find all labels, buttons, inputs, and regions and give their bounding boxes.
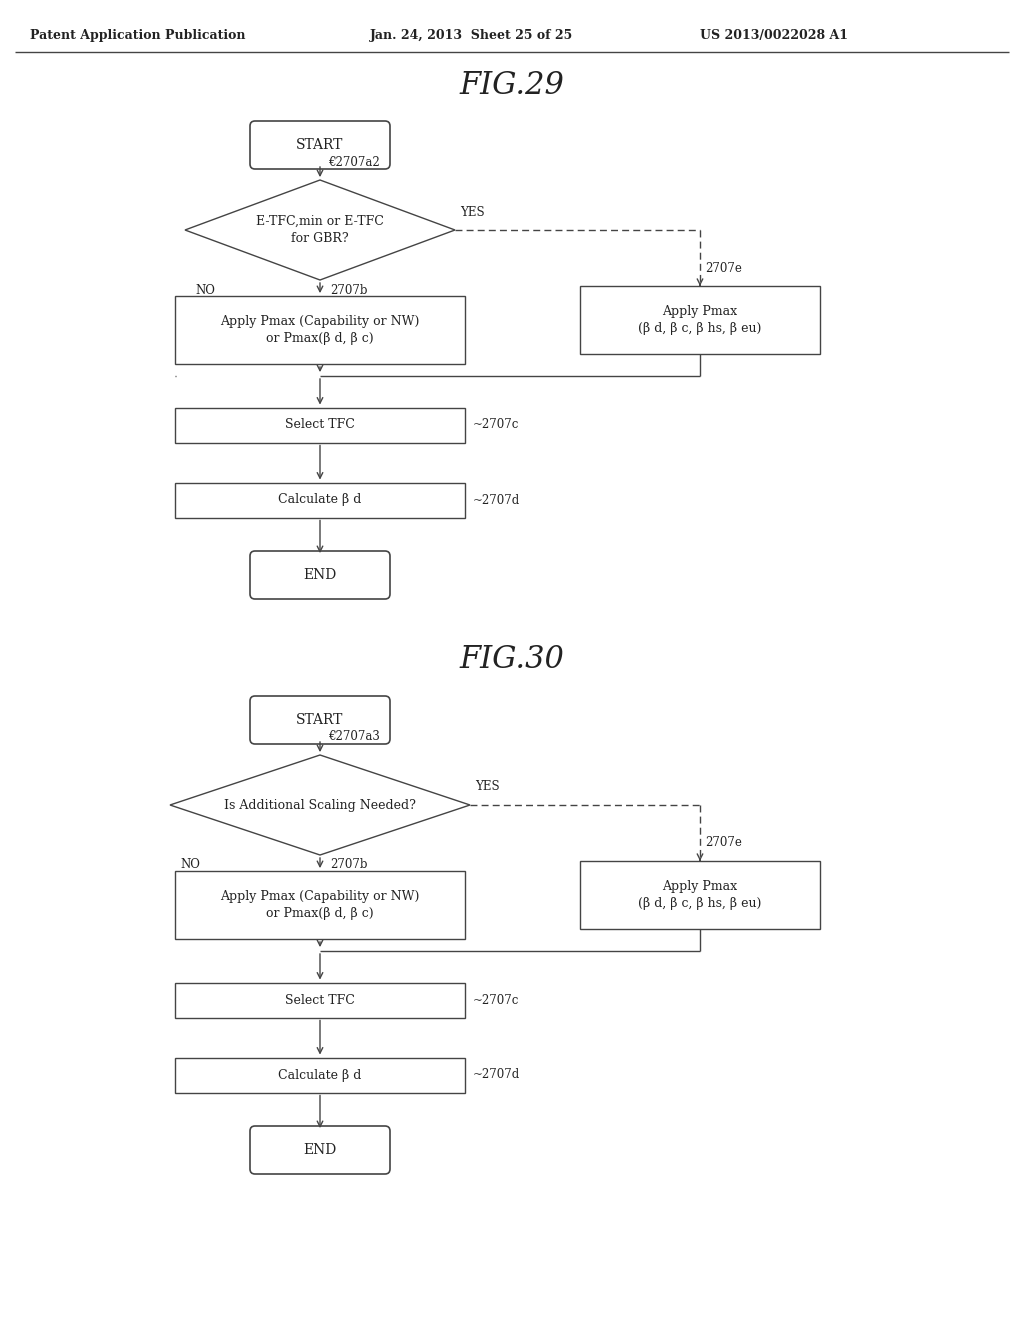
Polygon shape bbox=[185, 180, 455, 280]
Text: NO: NO bbox=[180, 858, 200, 871]
Text: Calculate β d: Calculate β d bbox=[279, 494, 361, 507]
Text: YES: YES bbox=[460, 206, 484, 219]
FancyBboxPatch shape bbox=[250, 1126, 390, 1173]
Text: Jan. 24, 2013  Sheet 25 of 25: Jan. 24, 2013 Sheet 25 of 25 bbox=[370, 29, 573, 41]
Text: Apply Pmax
(β d, β c, β hs, β eu): Apply Pmax (β d, β c, β hs, β eu) bbox=[638, 880, 762, 909]
Text: END: END bbox=[303, 568, 337, 582]
Text: 2707e: 2707e bbox=[705, 261, 741, 275]
Bar bbox=[175, 871, 465, 939]
Text: END: END bbox=[303, 1143, 337, 1158]
Text: NO: NO bbox=[195, 284, 215, 297]
Text: Apply Pmax (Capability or NW)
or Pmax(β d, β c): Apply Pmax (Capability or NW) or Pmax(β … bbox=[220, 890, 420, 920]
Bar bbox=[175, 296, 465, 364]
Text: FIG.29: FIG.29 bbox=[460, 70, 564, 100]
Text: START: START bbox=[296, 139, 344, 152]
Bar bbox=[175, 483, 465, 517]
Text: 2707b: 2707b bbox=[330, 284, 368, 297]
Text: E-TFC,min or E-TFC
for GBR?: E-TFC,min or E-TFC for GBR? bbox=[256, 215, 384, 246]
Text: 2707e: 2707e bbox=[705, 837, 741, 850]
Text: Calculate β d: Calculate β d bbox=[279, 1068, 361, 1081]
Text: ~2707c: ~2707c bbox=[473, 994, 519, 1006]
Text: START: START bbox=[296, 713, 344, 727]
Text: 2707b: 2707b bbox=[330, 858, 368, 871]
Text: Patent Application Publication: Patent Application Publication bbox=[30, 29, 246, 41]
Text: US 2013/0022028 A1: US 2013/0022028 A1 bbox=[700, 29, 848, 41]
Bar bbox=[580, 286, 820, 354]
FancyBboxPatch shape bbox=[250, 550, 390, 599]
Text: ~2707c: ~2707c bbox=[473, 418, 519, 432]
Text: €2707a2: €2707a2 bbox=[328, 156, 380, 169]
Text: Apply Pmax
(β d, β c, β hs, β eu): Apply Pmax (β d, β c, β hs, β eu) bbox=[638, 305, 762, 335]
Polygon shape bbox=[170, 755, 470, 855]
Text: Is Additional Scaling Needed?: Is Additional Scaling Needed? bbox=[224, 799, 416, 812]
Bar bbox=[175, 1057, 465, 1093]
Bar bbox=[175, 408, 465, 442]
Text: €2707a3: €2707a3 bbox=[328, 730, 380, 743]
Text: ~2707d: ~2707d bbox=[473, 494, 520, 507]
Text: Apply Pmax (Capability or NW)
or Pmax(β d, β c): Apply Pmax (Capability or NW) or Pmax(β … bbox=[220, 315, 420, 345]
Text: ~2707d: ~2707d bbox=[473, 1068, 520, 1081]
Bar bbox=[175, 982, 465, 1018]
Text: YES: YES bbox=[475, 780, 500, 793]
FancyBboxPatch shape bbox=[250, 696, 390, 744]
FancyBboxPatch shape bbox=[250, 121, 390, 169]
Text: Select TFC: Select TFC bbox=[285, 994, 355, 1006]
Bar bbox=[580, 861, 820, 929]
Text: Select TFC: Select TFC bbox=[285, 418, 355, 432]
Text: FIG.30: FIG.30 bbox=[460, 644, 564, 676]
